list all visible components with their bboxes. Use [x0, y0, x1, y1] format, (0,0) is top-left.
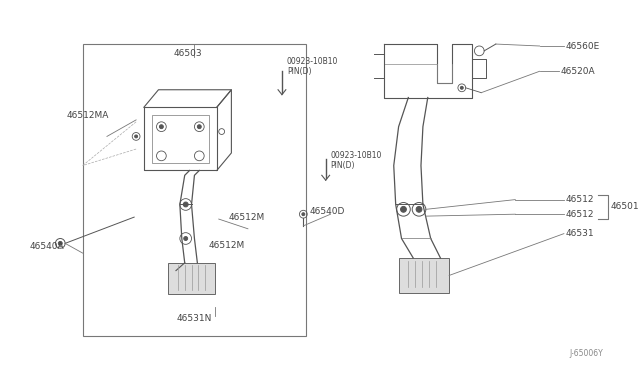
Bar	[152, 115, 209, 163]
Text: 46501: 46501	[611, 202, 639, 211]
Text: J-65006Y: J-65006Y	[569, 349, 603, 358]
Text: 46540A: 46540A	[29, 242, 64, 251]
Text: PIN(D): PIN(D)	[287, 67, 311, 76]
Text: 46531: 46531	[566, 229, 595, 238]
Text: 46520A: 46520A	[561, 67, 596, 76]
Text: 00923-10B10: 00923-10B10	[330, 151, 382, 160]
Text: 46512: 46512	[566, 195, 595, 204]
Text: 46540D: 46540D	[309, 207, 344, 216]
Bar	[168, 263, 215, 294]
Text: 00923-10B10: 00923-10B10	[287, 57, 338, 66]
Bar	[83, 44, 307, 336]
Circle shape	[134, 135, 138, 138]
Text: 46560E: 46560E	[566, 42, 600, 51]
Text: 46531N: 46531N	[177, 314, 212, 323]
Circle shape	[183, 202, 188, 207]
Text: 46503: 46503	[173, 49, 202, 58]
Circle shape	[401, 206, 406, 212]
Circle shape	[58, 241, 62, 245]
Circle shape	[159, 125, 163, 129]
Circle shape	[460, 86, 463, 89]
Text: 46512M: 46512M	[228, 213, 265, 222]
Circle shape	[184, 237, 188, 240]
Circle shape	[416, 206, 422, 212]
Circle shape	[197, 125, 201, 129]
Text: 46512: 46512	[566, 210, 595, 219]
Text: 46512M: 46512M	[209, 241, 245, 250]
Text: 46512MA: 46512MA	[66, 110, 109, 119]
Bar	[399, 258, 449, 293]
Circle shape	[302, 213, 305, 216]
Text: PIN(D): PIN(D)	[330, 161, 355, 170]
